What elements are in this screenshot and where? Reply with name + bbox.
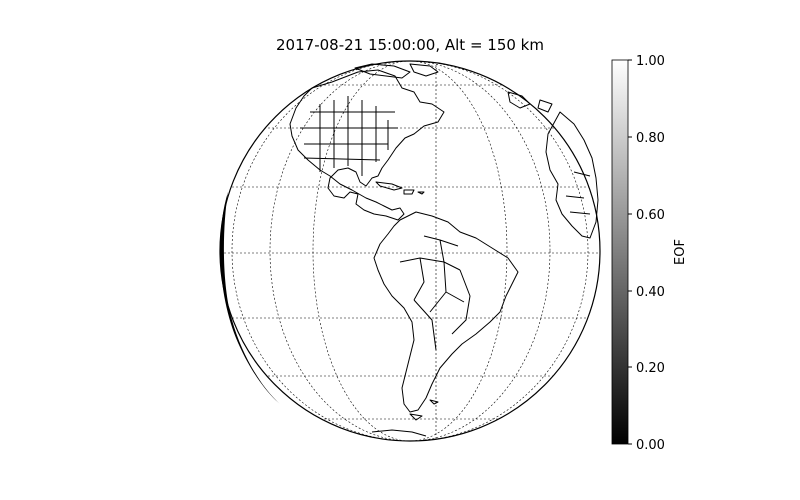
- figure-title: 2017-08-21 15:00:00, Alt = 150 km: [276, 36, 544, 54]
- colorbar-tick-3: 0.60: [636, 208, 665, 223]
- colorbar-tick-0: 0.00: [636, 438, 665, 453]
- colorbar-label: EOF: [673, 239, 688, 265]
- colorbar-tick-1: 0.20: [636, 361, 665, 376]
- colorbar-gradient: [611, 59, 629, 445]
- colorbar-tick-2: 0.40: [636, 285, 665, 300]
- globe-map: [219, 60, 601, 442]
- colorbar: 0.00 0.20 0.40 0.60 0.80 1.00 EOF: [611, 54, 688, 453]
- globe-outline: [219, 60, 601, 442]
- land-outlines: [289, 63, 599, 437]
- colorbar-tick-5: 1.00: [636, 54, 665, 69]
- colorbar-tick-4: 0.80: [636, 131, 665, 146]
